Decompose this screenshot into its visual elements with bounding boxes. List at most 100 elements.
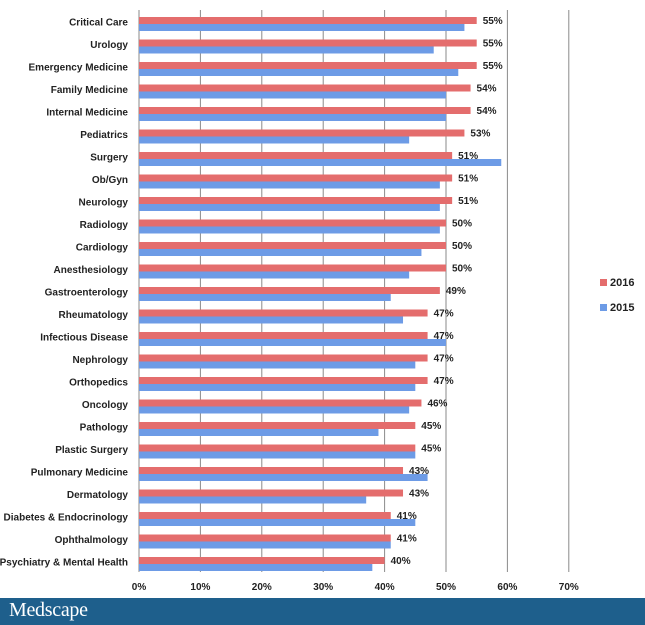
x-tick-label: 60% [497, 582, 517, 593]
data-label-2016: 47% [434, 331, 454, 342]
category-label: Pathology [80, 423, 129, 434]
bar-2016 [139, 152, 453, 159]
x-tick-label: 0% [132, 582, 147, 593]
x-tick-label: 30% [313, 582, 333, 593]
x-tick-label: 70% [559, 582, 579, 593]
category-label: Oncology [82, 400, 129, 411]
bar-2016 [139, 197, 453, 204]
data-label-2016: 53% [470, 129, 490, 140]
data-label-2016: 41% [397, 511, 417, 522]
bar-2015 [139, 406, 410, 414]
bar-2015 [139, 564, 373, 571]
data-label-2016: 40% [391, 556, 411, 567]
bar-2016 [139, 17, 477, 24]
x-axis-tick-labels: 0% 10% 20% 30% 40% 50% 60% 70% [132, 582, 579, 593]
bar-2015 [139, 384, 416, 391]
bar-2015 [139, 136, 410, 144]
bar-2016 [139, 287, 440, 294]
category-label: Psychiatry & Mental Health [0, 558, 128, 569]
category-label: Critical Care [69, 18, 128, 29]
bar-2016 [139, 354, 428, 362]
category-label: Family Medicine [51, 85, 129, 96]
bar-2015 [139, 541, 391, 549]
data-label-2016: 41% [397, 534, 417, 545]
legend-label-2015: 2015 [610, 302, 634, 314]
data-label-2016: 45% [421, 444, 441, 455]
category-label: Pediatrics [80, 130, 128, 141]
bar-2016 [139, 332, 428, 339]
medscape-logo: Medscape [9, 599, 88, 621]
bar-2015 [139, 271, 410, 279]
bar-2015 [139, 451, 416, 459]
bar-2015 [139, 496, 367, 504]
bar-2015 [139, 429, 379, 436]
data-label-2016: 43% [409, 466, 429, 477]
bar-2015 [139, 339, 446, 346]
category-label: Infectious Disease [40, 333, 128, 344]
bar-2015 [139, 114, 446, 121]
bar-2016 [139, 467, 404, 474]
data-label-2016: 49% [446, 286, 466, 297]
bar-2016 [139, 512, 391, 519]
data-label-2016: 55% [483, 61, 503, 72]
data-label-2016: 47% [434, 376, 454, 387]
bar-2016 [139, 264, 446, 272]
bar-2015 [139, 69, 459, 76]
bar-2015 [139, 519, 416, 526]
bar-2016 [139, 557, 385, 564]
category-label: Ob/Gyn [92, 175, 128, 186]
legend-swatch-2016 [600, 279, 607, 286]
bar-2016 [139, 219, 446, 227]
data-label-2016: 55% [483, 39, 503, 50]
bar-2015 [139, 294, 391, 301]
bar-2015 [139, 159, 502, 166]
bar-2015 [139, 24, 465, 31]
bar-chart: Critical Care Urology Emergency Medicine Fa… [0, 10, 634, 593]
bar-2015 [139, 226, 440, 234]
category-label: Ophthalmology [55, 535, 129, 546]
bar-2015 [139, 204, 440, 211]
bar-2016 [139, 39, 477, 47]
data-label-2016: 45% [421, 421, 441, 432]
data-label-2016: 54% [477, 106, 497, 117]
bar-2016 [139, 399, 422, 407]
category-label: Internal Medicine [46, 108, 128, 119]
category-label: Cardiology [76, 243, 129, 254]
bar-2015 [139, 91, 446, 99]
data-label-2016: 43% [409, 489, 429, 500]
x-tick-label: 20% [252, 582, 272, 593]
category-label: Orthopedics [69, 378, 128, 389]
bar-2015 [139, 249, 422, 256]
footer-bar: Medscape [0, 598, 645, 625]
x-tick-label: 50% [436, 582, 456, 593]
data-label-2016: 54% [477, 84, 497, 95]
bar-2016 [139, 62, 477, 69]
bar-2016 [139, 444, 416, 452]
bar-2016 [139, 377, 428, 384]
legend-swatch-2015 [600, 304, 607, 311]
bar-2016 [139, 309, 428, 317]
category-label: Urology [90, 40, 128, 51]
bar-2016 [139, 534, 391, 542]
data-label-2016: 55% [483, 16, 503, 27]
bar-2015 [139, 316, 404, 324]
data-label-2016: 47% [434, 354, 454, 365]
bar-2016 [139, 84, 471, 92]
category-label: Radiology [80, 220, 129, 231]
bar-2016 [139, 489, 404, 497]
bar-2016 [139, 242, 446, 249]
bar-2016 [139, 422, 416, 429]
bar-2016 [139, 107, 471, 114]
bar-2015 [139, 474, 428, 481]
category-label: Dermatology [67, 490, 129, 501]
data-label-2016: 50% [452, 219, 472, 230]
bar-2015 [139, 181, 440, 189]
legend: 2016 2015 [600, 277, 634, 314]
category-label: Diabetes & Endocrinology [4, 513, 129, 524]
data-label-2016: 50% [452, 264, 472, 275]
x-tick-label: 10% [190, 582, 210, 593]
bar-2015 [139, 361, 416, 369]
bar-2016 [139, 174, 453, 182]
category-label: Plastic Surgery [55, 445, 128, 456]
category-label: Rheumatology [59, 310, 129, 321]
